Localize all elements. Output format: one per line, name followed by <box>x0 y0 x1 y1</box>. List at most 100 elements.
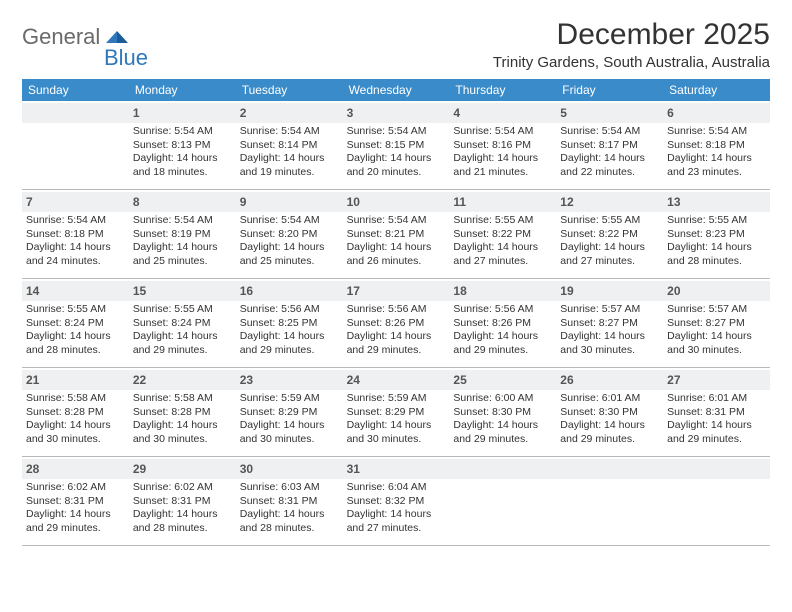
cell-line: Sunset: 8:16 PM <box>453 139 552 153</box>
day-number: 14 <box>26 284 39 298</box>
cell-text: Sunrise: 5:54 AMSunset: 8:15 PMDaylight:… <box>347 125 446 180</box>
cell-line: Sunset: 8:22 PM <box>453 228 552 242</box>
cell-line: Sunset: 8:27 PM <box>560 317 659 331</box>
cell-line: Sunset: 8:20 PM <box>240 228 339 242</box>
day-number-bar: 31 <box>343 459 450 479</box>
cell-text: Sunrise: 5:56 AMSunset: 8:26 PMDaylight:… <box>453 303 552 358</box>
day-number-bar: 17 <box>343 281 450 301</box>
cell-line: Sunset: 8:28 PM <box>133 406 232 420</box>
cell-text: Sunrise: 5:55 AMSunset: 8:23 PMDaylight:… <box>667 214 766 269</box>
cell-line: Sunrise: 6:01 AM <box>667 392 766 406</box>
day-number: 9 <box>240 195 247 209</box>
cell-line: Sunset: 8:27 PM <box>667 317 766 331</box>
cell-line: Sunrise: 5:55 AM <box>133 303 232 317</box>
calendar: SundayMondayTuesdayWednesdayThursdayFrid… <box>22 79 770 546</box>
cell-line: Daylight: 14 hours <box>453 330 552 344</box>
cell-line: Sunset: 8:24 PM <box>26 317 125 331</box>
cell-line: Daylight: 14 hours <box>560 152 659 166</box>
cell-text: Sunrise: 6:02 AMSunset: 8:31 PMDaylight:… <box>26 481 125 536</box>
calendar-cell: 8Sunrise: 5:54 AMSunset: 8:19 PMDaylight… <box>129 190 236 278</box>
day-number: 31 <box>347 462 360 476</box>
calendar-cell: 27 Sunrise: 6:01 AMSunset: 8:31 PMDayligh… <box>663 368 770 456</box>
day-number-bar: 7 <box>22 192 129 212</box>
day-number: 26 <box>560 373 573 387</box>
calendar-cell: 22Sunrise: 5:58 AMSunset: 8:28 PMDayligh… <box>129 368 236 456</box>
cell-text: Sunrise: 5:54 AMSunset: 8:16 PMDaylight:… <box>453 125 552 180</box>
cell-text: Sunrise: 6:04 AMSunset: 8:32 PMDaylight:… <box>347 481 446 536</box>
cell-text: Sunrise: 6:00 AMSunset: 8:30 PMDaylight:… <box>453 392 552 447</box>
cell-line: Sunrise: 5:54 AM <box>26 214 125 228</box>
cell-line: and 27 minutes. <box>347 522 446 536</box>
day-number: 1 <box>133 106 140 120</box>
day-number-bar: 20 <box>663 281 770 301</box>
cell-text: Sunrise: 5:54 AMSunset: 8:18 PMDaylight:… <box>667 125 766 180</box>
day-number-bar: 11 <box>449 192 556 212</box>
calendar-cell: 16Sunrise: 5:56 AMSunset: 8:25 PMDayligh… <box>236 279 343 367</box>
day-number: 27 <box>667 373 680 387</box>
cell-line: Sunrise: 5:59 AM <box>347 392 446 406</box>
cell-line: and 29 minutes. <box>667 433 766 447</box>
cell-line: Sunrise: 5:55 AM <box>560 214 659 228</box>
cell-line: Sunset: 8:19 PM <box>133 228 232 242</box>
cell-line: Daylight: 14 hours <box>26 241 125 255</box>
cell-line: and 29 minutes. <box>560 433 659 447</box>
day-number-bar <box>449 459 556 479</box>
cell-text: Sunrise: 5:58 AMSunset: 8:28 PMDaylight:… <box>133 392 232 447</box>
cell-line: Sunset: 8:31 PM <box>26 495 125 509</box>
week-row: 7Sunrise: 5:54 AMSunset: 8:18 PMDaylight… <box>22 190 770 279</box>
calendar-cell <box>663 457 770 545</box>
cell-line: Sunset: 8:29 PM <box>240 406 339 420</box>
day-number: 12 <box>560 195 573 209</box>
cell-line: and 30 minutes. <box>133 433 232 447</box>
cell-line: and 26 minutes. <box>347 255 446 269</box>
day-number-bar: 26 <box>556 370 663 390</box>
cell-line: Sunrise: 5:54 AM <box>453 125 552 139</box>
calendar-cell: 9Sunrise: 5:54 AMSunset: 8:20 PMDaylight… <box>236 190 343 278</box>
cell-line: and 28 minutes. <box>240 522 339 536</box>
cell-line: Sunset: 8:31 PM <box>133 495 232 509</box>
cell-text: Sunrise: 5:54 AMSunset: 8:17 PMDaylight:… <box>560 125 659 180</box>
calendar-cell: 23Sunrise: 5:59 AMSunset: 8:29 PMDayligh… <box>236 368 343 456</box>
title-block: December 2025 Trinity Gardens, South Aus… <box>493 18 770 71</box>
cell-text: Sunrise: 5:59 AMSunset: 8:29 PMDaylight:… <box>240 392 339 447</box>
calendar-cell: 15Sunrise: 5:55 AMSunset: 8:24 PMDayligh… <box>129 279 236 367</box>
cell-line: and 30 minutes. <box>347 433 446 447</box>
calendar-cell <box>22 101 129 189</box>
day-number-bar: 1 <box>129 103 236 123</box>
cell-line: Daylight: 14 hours <box>26 330 125 344</box>
cell-line: Sunset: 8:26 PM <box>453 317 552 331</box>
cell-line: Sunrise: 5:59 AM <box>240 392 339 406</box>
cell-line: and 19 minutes. <box>240 166 339 180</box>
cell-line: Sunrise: 5:54 AM <box>667 125 766 139</box>
cell-line: Sunset: 8:15 PM <box>347 139 446 153</box>
calendar-cell: 2Sunrise: 5:54 AMSunset: 8:14 PMDaylight… <box>236 101 343 189</box>
cell-line: and 29 minutes. <box>26 522 125 536</box>
day-number-bar: 10 <box>343 192 450 212</box>
day-number-bar: 4 <box>449 103 556 123</box>
day-number: 21 <box>26 373 39 387</box>
calendar-cell: 19Sunrise: 5:57 AMSunset: 8:27 PMDayligh… <box>556 279 663 367</box>
day-number-bar <box>556 459 663 479</box>
cell-line: and 27 minutes. <box>560 255 659 269</box>
day-header-friday: Friday <box>556 79 663 101</box>
cell-line: Sunrise: 5:54 AM <box>560 125 659 139</box>
day-number-bar: 3 <box>343 103 450 123</box>
cell-line: Sunset: 8:31 PM <box>667 406 766 420</box>
cell-line: Sunrise: 5:54 AM <box>347 125 446 139</box>
day-number: 29 <box>133 462 146 476</box>
cell-line: Daylight: 14 hours <box>133 419 232 433</box>
cell-line: Daylight: 14 hours <box>667 241 766 255</box>
cell-line: and 20 minutes. <box>347 166 446 180</box>
cell-line: and 25 minutes. <box>240 255 339 269</box>
day-number-bar: 29 <box>129 459 236 479</box>
day-number: 4 <box>453 106 460 120</box>
cell-line: and 29 minutes. <box>453 433 552 447</box>
cell-line: Sunset: 8:30 PM <box>453 406 552 420</box>
day-number <box>560 462 563 476</box>
cell-line: and 30 minutes. <box>240 433 339 447</box>
calendar-cell: 17Sunrise: 5:56 AMSunset: 8:26 PMDayligh… <box>343 279 450 367</box>
cell-line: Sunrise: 6:03 AM <box>240 481 339 495</box>
cell-line: Sunrise: 6:01 AM <box>560 392 659 406</box>
cell-text: Sunrise: 6:01 AMSunset: 8:31 PMDaylight:… <box>667 392 766 447</box>
calendar-cell: 30Sunrise: 6:03 AMSunset: 8:31 PMDayligh… <box>236 457 343 545</box>
